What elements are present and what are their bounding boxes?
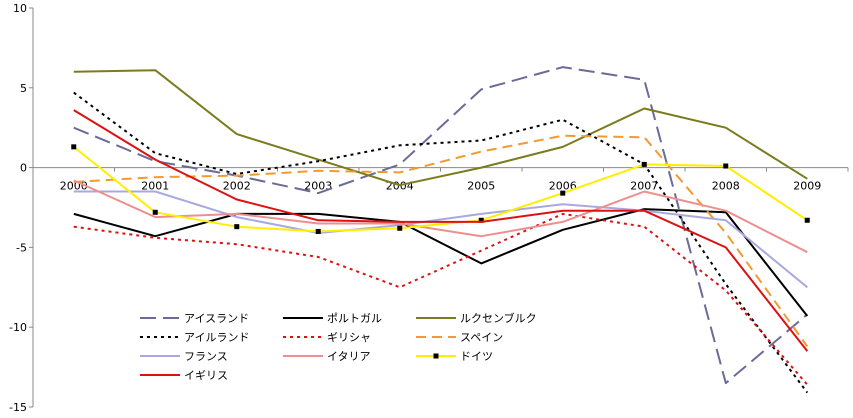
x-tick-label: 2005 [467, 180, 495, 193]
data-point-marker [478, 217, 484, 223]
series-line [73, 66, 808, 385]
data-point-marker [723, 163, 729, 169]
legend-item: ギリシャ [283, 331, 371, 344]
x-tick-label: 2001 [141, 180, 169, 193]
series-1 [73, 66, 808, 385]
series-line [73, 146, 808, 233]
legend-label: ギリシャ [327, 331, 371, 344]
series-4 [73, 91, 809, 394]
x-tick-label: 2008 [712, 180, 740, 193]
data-point-marker [315, 228, 321, 234]
data-point-marker [397, 225, 403, 231]
data-point-marker [152, 209, 158, 215]
series-7 [73, 190, 808, 289]
series-line [73, 134, 809, 347]
series-8 [73, 179, 808, 254]
legend-marker [433, 353, 439, 359]
y-tick-label: -10 [9, 321, 27, 334]
series-line [73, 208, 809, 317]
series-line [73, 109, 809, 352]
legend-label: ルクセンブルク [460, 311, 537, 325]
legend-item: ポルトガル [283, 312, 382, 325]
legend-label: スペイン [460, 331, 503, 344]
series-10 [73, 109, 809, 352]
x-tick-label: 2006 [549, 180, 577, 193]
x-tick-label: 2003 [304, 180, 332, 193]
series-2 [73, 208, 809, 317]
legend-label: ドイツ [460, 350, 493, 363]
legend-item: アイスランド [140, 312, 249, 325]
y-tick-label: 0 [20, 162, 27, 175]
series-layer [71, 66, 810, 394]
legend-label: ポルトガル [327, 312, 382, 325]
legend-item: ルクセンブルク [416, 311, 537, 325]
data-point-marker [234, 224, 240, 230]
series-line [73, 190, 808, 289]
series-5 [73, 212, 809, 386]
series-line [73, 69, 808, 187]
series-line [73, 179, 808, 254]
data-point-marker [641, 161, 647, 167]
series-9 [71, 144, 810, 234]
legend-label: フランス [184, 350, 228, 363]
y-tick-label: 10 [13, 2, 27, 15]
legend-item: アイルランド [140, 331, 249, 344]
series-line [73, 91, 809, 394]
legend-label: アイスランド [184, 312, 249, 325]
y-tick-label: -15 [9, 401, 27, 414]
x-tick-label: 2007 [630, 180, 658, 193]
legend-item: スペイン [416, 331, 503, 344]
legend-item: ドイツ [416, 350, 493, 363]
legend-label: イギリス [184, 369, 228, 382]
x-tick-label: 2009 [793, 180, 821, 193]
x-tick-label: 2002 [223, 180, 251, 193]
legend-item: イギリス [140, 369, 228, 382]
legend-label: アイルランド [184, 331, 249, 344]
y-tick-label: -5 [16, 241, 27, 254]
data-point-marker [804, 217, 810, 223]
legend-label: イタリア [327, 350, 371, 363]
series-3 [73, 69, 808, 187]
y-tick-label: 5 [20, 82, 27, 95]
series-line [73, 212, 809, 386]
data-point-marker [560, 190, 566, 196]
series-6 [73, 134, 809, 347]
legend-item: イタリア [283, 350, 371, 363]
legend-item: フランス [140, 350, 228, 363]
data-point-marker [71, 144, 77, 150]
